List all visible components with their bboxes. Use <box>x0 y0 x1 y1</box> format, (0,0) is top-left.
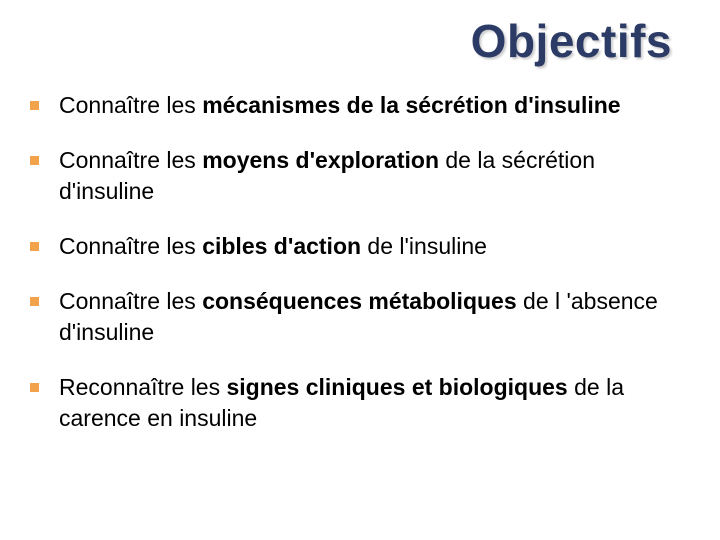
list-item: Connaître les mécanismes de la sécrétion… <box>24 90 680 121</box>
list-item-text: Connaître les moyens d'exploration de la… <box>59 145 680 207</box>
list-item-text: Connaître les mécanismes de la sécrétion… <box>59 90 680 121</box>
list-item-text: Connaître les cibles d'action de l'insul… <box>59 231 680 262</box>
square-bullet-icon <box>30 101 39 110</box>
list-item: Connaître les conséquences métaboliques … <box>24 286 680 348</box>
square-bullet-icon <box>30 242 39 251</box>
list-item: Connaître les moyens d'exploration de la… <box>24 145 680 207</box>
square-bullet-icon <box>30 383 39 392</box>
slide-title: Objectifs <box>471 14 672 68</box>
list-item-text: Reconnaître les signes cliniques et biol… <box>59 372 680 434</box>
slide-content: Connaître les mécanismes de la sécrétion… <box>24 90 680 458</box>
square-bullet-icon <box>30 297 39 306</box>
list-item: Connaître les cibles d'action de l'insul… <box>24 231 680 262</box>
slide: Objectifs Connaître les mécanismes de la… <box>0 0 720 540</box>
list-item-text: Connaître les conséquences métaboliques … <box>59 286 680 348</box>
list-item: Reconnaître les signes cliniques et biol… <box>24 372 680 434</box>
square-bullet-icon <box>30 156 39 165</box>
